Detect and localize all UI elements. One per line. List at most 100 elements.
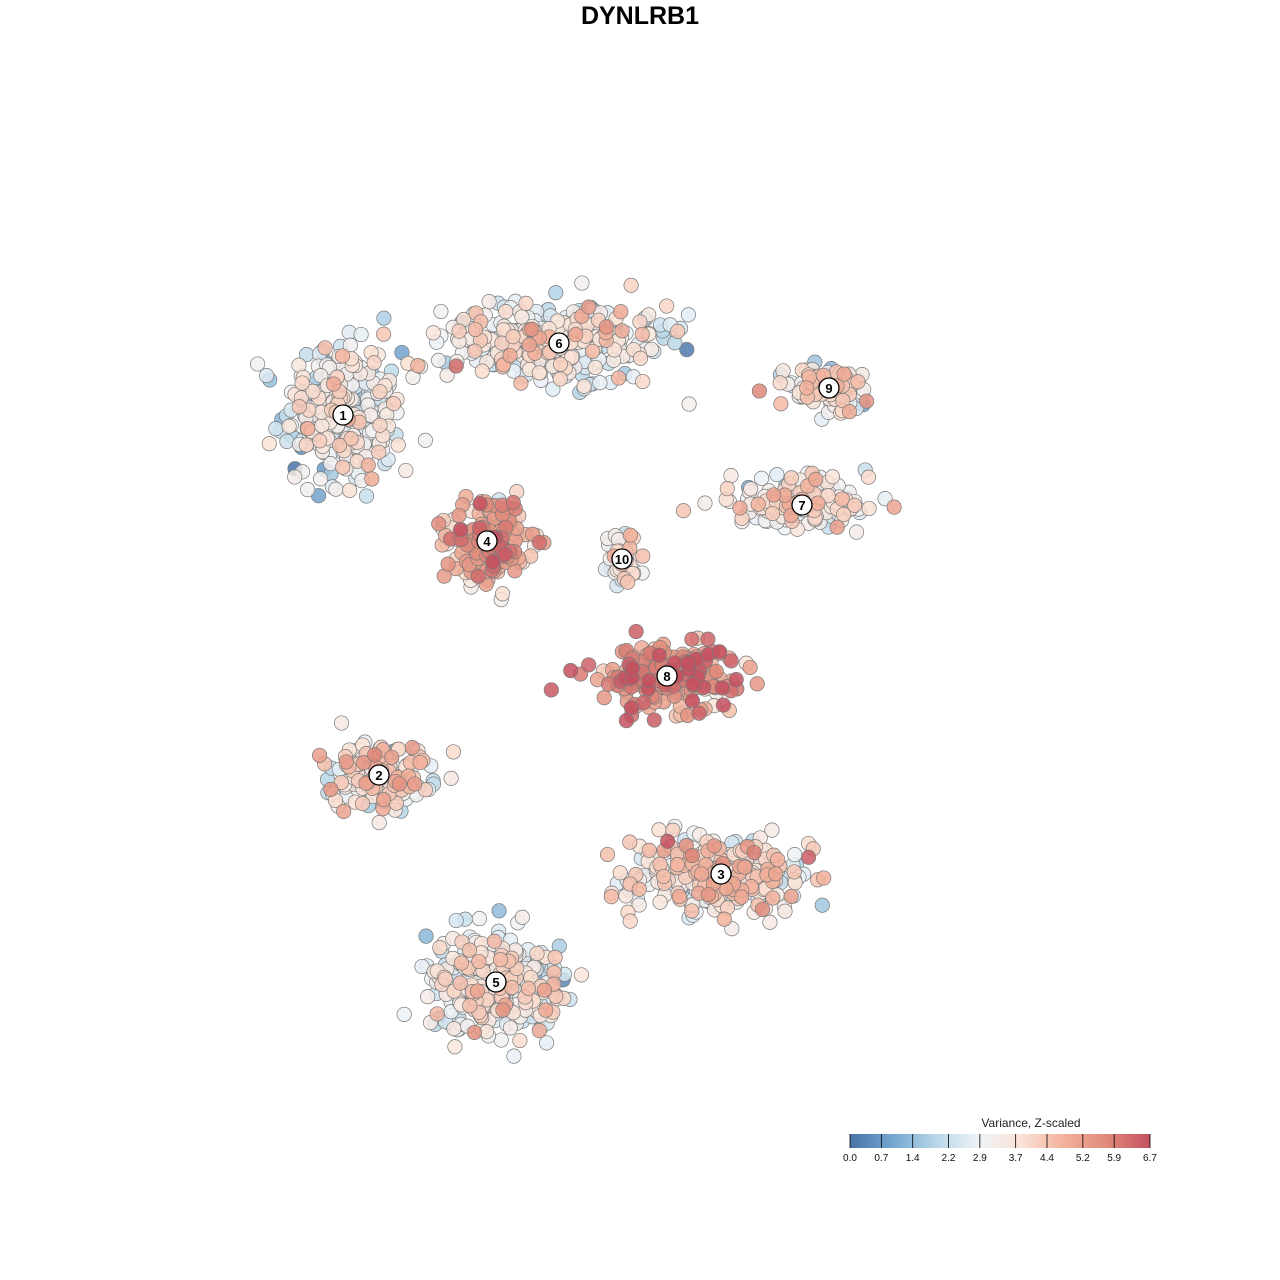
cell-point <box>611 370 627 386</box>
cell-point <box>618 713 634 729</box>
cell-point <box>563 663 579 679</box>
cell-point <box>429 1006 445 1022</box>
chart-title: DYNLRB1 <box>580 2 700 30</box>
cell-point <box>433 303 449 320</box>
cell-point <box>787 847 803 863</box>
cell-point <box>850 374 866 390</box>
cell-point <box>287 469 303 485</box>
cell-point <box>390 437 406 453</box>
legend-tick-label: 0.0 <box>843 1153 857 1164</box>
cell-point <box>573 967 589 983</box>
cell-point <box>623 700 639 716</box>
cell-point <box>723 468 739 484</box>
cell-point <box>471 953 487 970</box>
cell-point <box>680 655 696 671</box>
cell-point <box>354 796 371 812</box>
cell-point <box>750 496 766 512</box>
cell-point <box>536 982 553 998</box>
cell-point <box>440 556 456 572</box>
cluster-label-5: 5 <box>485 971 507 993</box>
cell-point <box>502 347 518 364</box>
cell-point <box>451 507 467 524</box>
cell-point <box>734 889 750 905</box>
cell-point <box>754 470 770 486</box>
cluster-label-text: 1 <box>339 408 346 423</box>
cell-point <box>810 495 826 511</box>
cell-point <box>719 481 735 497</box>
cell-point <box>259 368 275 384</box>
legend-tick-label: 4.4 <box>1040 1153 1054 1164</box>
cell-point <box>714 680 730 696</box>
cell-point <box>356 755 372 771</box>
cell-point <box>334 715 350 731</box>
cell-point <box>486 933 502 949</box>
cell-point <box>543 682 559 698</box>
cell-point <box>684 903 700 919</box>
cell-point <box>773 396 789 412</box>
cell-point <box>694 866 710 882</box>
cell-point <box>632 314 648 330</box>
cell-point <box>520 980 537 996</box>
cell-point <box>762 914 778 930</box>
cell-point <box>622 913 638 929</box>
cell-point <box>250 356 266 372</box>
cell-point <box>598 319 614 335</box>
cluster-label-4: 4 <box>476 530 498 552</box>
cell-point <box>336 803 352 819</box>
cluster-marker <box>548 332 570 354</box>
cell-point <box>764 505 781 522</box>
cluster-label-text: 6 <box>555 336 562 351</box>
cell-point <box>552 356 569 372</box>
cell-point <box>680 307 696 323</box>
cell-point <box>505 495 521 511</box>
cell-point <box>700 886 716 903</box>
cell-point <box>407 776 423 792</box>
cell-point <box>768 866 784 882</box>
cluster-marker <box>332 404 354 426</box>
cell-point <box>328 481 344 497</box>
cluster-marker <box>656 665 678 687</box>
cell-point <box>613 304 629 320</box>
cell-point <box>660 833 676 849</box>
cell-point <box>700 631 716 647</box>
cell-point <box>372 417 388 433</box>
cell-point <box>335 459 351 475</box>
cell-point <box>592 375 608 391</box>
cell-point <box>498 304 514 320</box>
cell-point <box>715 697 731 713</box>
cell-point <box>808 471 824 487</box>
cell-point <box>376 326 392 342</box>
cell-point <box>467 321 483 338</box>
cell-point <box>531 534 547 551</box>
cell-point <box>343 431 359 447</box>
cluster-label-3: 3 <box>710 863 732 885</box>
cell-point <box>603 889 619 905</box>
cell-point <box>325 376 342 392</box>
cell-point <box>651 647 667 663</box>
cell-point <box>861 500 877 517</box>
cell-point <box>494 335 510 351</box>
cell-point <box>481 294 497 310</box>
cell-point <box>749 676 765 692</box>
legend-tick-label: 3.7 <box>1009 1153 1023 1164</box>
legend-colorbar <box>850 1134 1150 1148</box>
color-legend: Variance, Z-scaled 0.0 0.7 1.4 2.2 2.9 3.7 4.4… <box>843 1116 1157 1164</box>
cell-point <box>547 949 563 965</box>
cell-point <box>641 673 657 689</box>
cell-point <box>386 396 402 412</box>
cell-point <box>412 754 428 771</box>
cell-point <box>539 1035 555 1051</box>
cell-point <box>504 980 520 996</box>
cell-point <box>538 1002 554 1018</box>
cell-point <box>581 657 597 673</box>
cell-point <box>816 870 832 886</box>
cell-point <box>366 355 382 371</box>
cell-point <box>801 849 817 865</box>
cell-point <box>497 546 513 562</box>
cluster-marker <box>791 494 813 516</box>
cell-point <box>333 774 349 791</box>
cell-point <box>524 321 540 337</box>
cluster-label-text: 8 <box>663 669 670 684</box>
cell-point <box>737 859 753 875</box>
